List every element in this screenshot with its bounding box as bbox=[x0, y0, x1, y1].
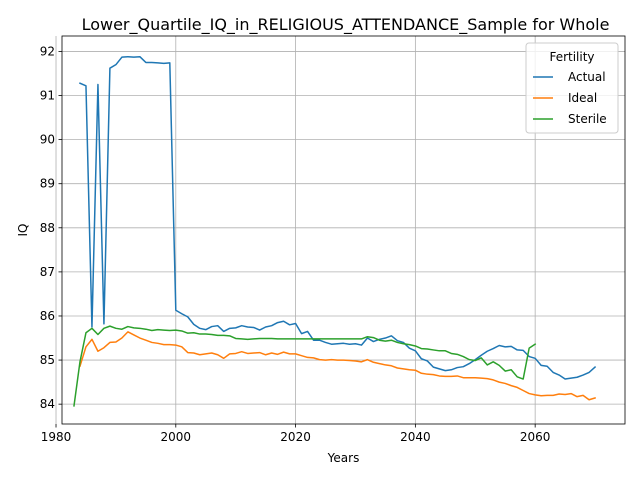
series-line-ideal bbox=[79, 331, 596, 401]
grid-lines bbox=[55, 36, 625, 424]
x-tick-label: 2040 bbox=[400, 430, 431, 444]
legend: Fertility Actual Ideal Sterile bbox=[525, 42, 619, 134]
legend-entries: Actual Ideal Sterile bbox=[533, 70, 607, 126]
legend-label-actual: Actual bbox=[568, 70, 606, 84]
x-tick-label: 2060 bbox=[520, 430, 551, 444]
y-tick-label: 89 bbox=[40, 177, 55, 191]
y-axis-label: IQ bbox=[16, 224, 30, 237]
x-axis: 1980 2000 2020 2040 2060 bbox=[41, 424, 551, 444]
legend-title: Fertility bbox=[549, 50, 594, 64]
legend-box bbox=[525, 42, 619, 134]
series-layer bbox=[73, 55, 597, 407]
y-tick-label: 88 bbox=[40, 221, 55, 235]
x-tick-label: 1980 bbox=[41, 430, 72, 444]
legend-label-sterile: Sterile bbox=[568, 112, 607, 126]
y-tick-label: 84 bbox=[40, 397, 55, 411]
x-axis-label: Years bbox=[327, 451, 360, 465]
y-tick-label: 91 bbox=[40, 89, 55, 103]
legend-label-ideal: Ideal bbox=[568, 91, 597, 105]
y-axis: 84 85 86 87 88 89 90 91 92 bbox=[40, 44, 62, 411]
x-tick-label: 2000 bbox=[161, 430, 192, 444]
y-tick-label: 92 bbox=[40, 44, 55, 58]
plot-area-frame bbox=[61, 35, 626, 425]
series-line-sterile bbox=[73, 325, 537, 407]
x-tick-label: 2020 bbox=[280, 430, 311, 444]
y-tick-label: 86 bbox=[40, 309, 55, 323]
y-tick-label: 87 bbox=[40, 265, 55, 279]
series-line-actual bbox=[78, 55, 597, 380]
y-tick-label: 85 bbox=[40, 353, 55, 367]
chart-title: Lower_Quartile_IQ_in_RELIGIOUS_ATTENDANC… bbox=[82, 15, 610, 35]
y-tick-label: 90 bbox=[40, 133, 55, 147]
